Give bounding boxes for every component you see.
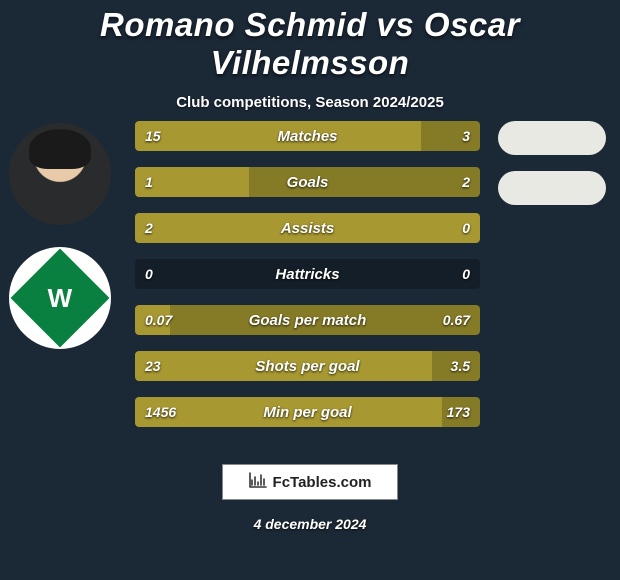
chart-icon bbox=[249, 472, 267, 493]
stat-label: Matches bbox=[135, 128, 480, 145]
stat-label: Shots per goal bbox=[135, 358, 480, 375]
stat-label: Assists bbox=[135, 220, 480, 237]
stat-row: Shots per goal233.5 bbox=[135, 351, 480, 381]
stat-row: Goals12 bbox=[135, 167, 480, 197]
stat-label: Goals per match bbox=[135, 312, 480, 329]
player-avatar bbox=[9, 123, 111, 225]
stat-label: Hattricks bbox=[135, 266, 480, 283]
blank-oval bbox=[498, 121, 606, 155]
subtitle: Club competitions, Season 2024/2025 bbox=[0, 94, 620, 111]
stat-row: Min per goal1456173 bbox=[135, 397, 480, 427]
date-text: 4 december 2024 bbox=[0, 516, 620, 532]
page-title: Romano Schmid vs Oscar Vilhelmsson bbox=[0, 0, 620, 82]
brand-badge: FcTables.com bbox=[222, 464, 398, 500]
left-player-column: W bbox=[8, 115, 112, 349]
stat-row: Hattricks00 bbox=[135, 259, 480, 289]
stat-row: Matches153 bbox=[135, 121, 480, 151]
stat-row: Assists20 bbox=[135, 213, 480, 243]
right-player-column bbox=[492, 121, 612, 221]
club-badge: W bbox=[9, 247, 111, 349]
stat-row: Goals per match0.070.67 bbox=[135, 305, 480, 335]
stat-label: Goals bbox=[135, 174, 480, 191]
blank-oval bbox=[498, 171, 606, 205]
stat-label: Min per goal bbox=[135, 404, 480, 421]
stat-bars: Matches153 Goals12 Assists20 Hattricks00 Goa… bbox=[135, 121, 480, 443]
brand-text: FcTables.com bbox=[273, 474, 372, 491]
